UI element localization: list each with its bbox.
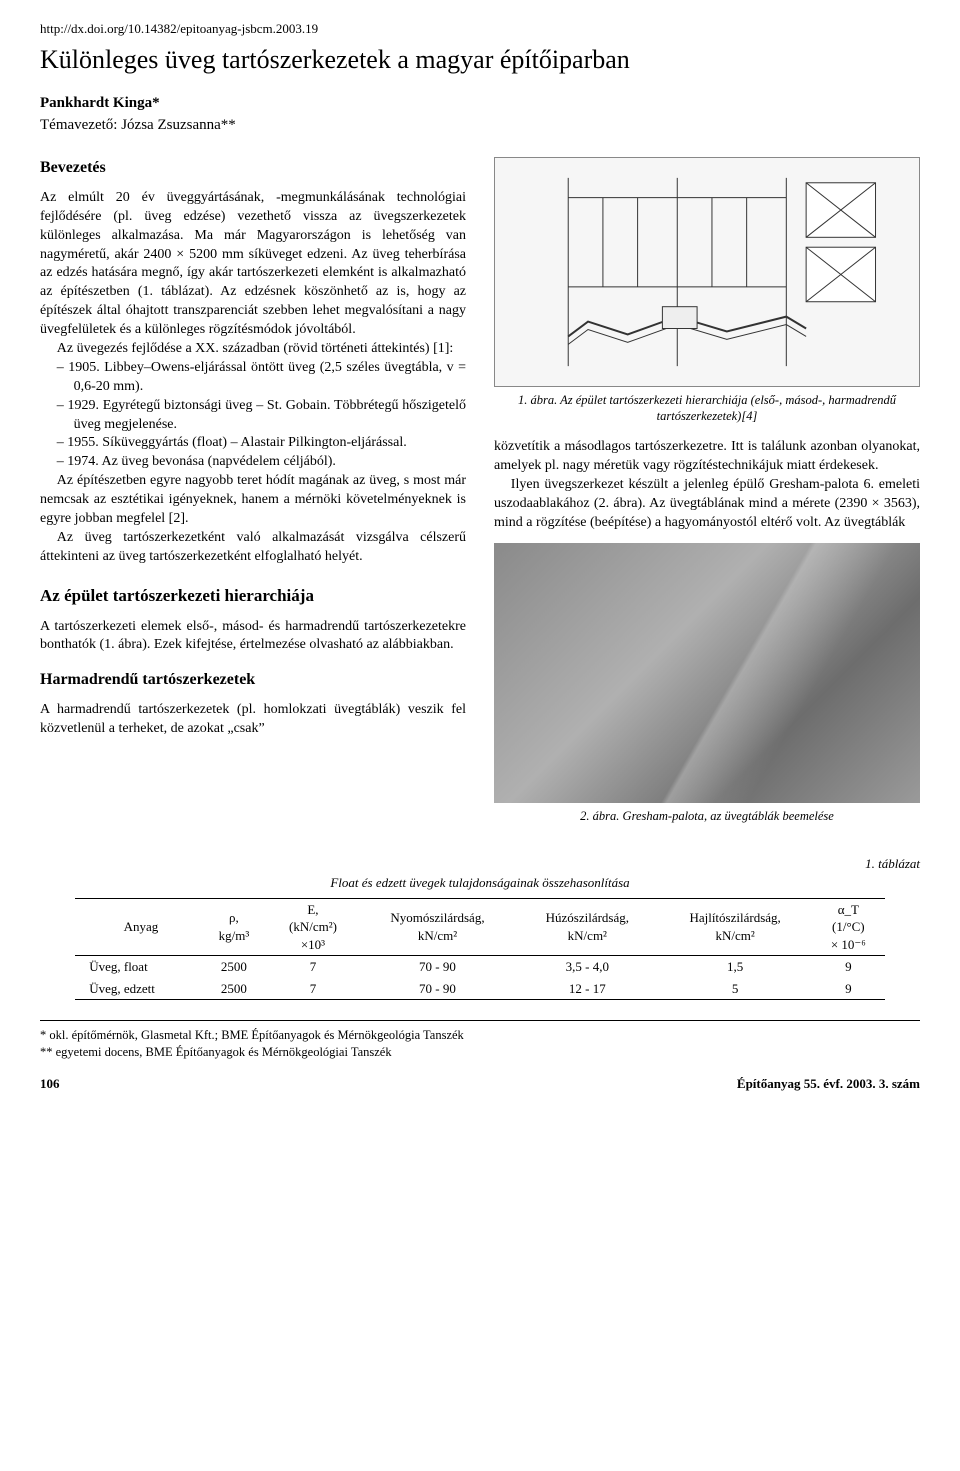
cell: 1,5 [658,956,811,978]
list-item: – 1955. Síküveggyártás (float) – Alastai… [40,434,466,453]
table-row: Üveg, float 2500 7 70 - 90 3,5 - 4,0 1,5… [75,956,885,978]
cell: 5 [658,978,811,1000]
journal-reference: Építőanyag 55. évf. 2003. 3. szám [737,1075,920,1093]
col-head: ρ, [209,909,260,927]
cell: 70 - 90 [359,956,517,978]
footnotes: * okl. építőmérnök, Glasmetal Kft.; BME … [40,1020,920,1061]
advisor-line: Témavezető: Józsa Zsuzsanna** [40,115,920,135]
table-title: Float és edzett üvegek tulajdonságainak … [40,874,920,892]
table-label: 1. táblázat [40,855,920,873]
col-head: (1/°C) [820,918,877,936]
cell: 3,5 - 4,0 [516,956,658,978]
cell: 2500 [201,956,268,978]
cell: 9 [812,956,885,978]
figure-1-caption: 1. ábra. Az épület tartószerkezeti hiera… [494,393,920,424]
paragraph: közvetítik a másodlagos tartószerkezetre… [494,438,920,476]
col-head: ×10³ [275,936,350,954]
section-hierarchy-head: Az épület tartószerkezeti hierarchiája [40,585,466,608]
paragraph: Ilyen üvegszerkezet készült a jelenleg é… [494,476,920,533]
article-title: Különleges üveg tartószerkezetek a magya… [40,44,920,75]
col-head: Húzószilárdság, [524,909,650,927]
col-head: Nyomószilárdság, [367,909,509,927]
paragraph: Az elmúlt 20 év üveggyártásának, -megmun… [40,189,466,340]
table-1-wrap: 1. táblázat Float és edzett üvegek tulaj… [40,855,920,1001]
glass-properties-table: Anyag ρ, kg/m³ E, (kN/cm²) ×10³ Nyomószi… [75,898,885,1001]
paragraph: Az üvegezés fejlődése a XX. században (r… [40,340,466,359]
right-column: 1. ábra. Az épület tartószerkezeti hiera… [494,157,920,838]
left-column: Bevezetés Az elmúlt 20 év üveggyártásána… [40,157,466,838]
cell: 12 - 17 [516,978,658,1000]
figure-2-photo [494,543,920,803]
page-footer: 106 Építőanyag 55. évf. 2003. 3. szám [40,1075,920,1093]
table-row: Üveg, edzett 2500 7 70 - 90 12 - 17 5 9 [75,978,885,1000]
figure-2-caption: 2. ábra. Gresham-palota, az üvegtáblák b… [494,809,920,825]
col-head: kN/cm² [666,927,803,945]
list-item: – 1929. Egyrétegű biztonsági üveg – St. … [40,397,466,435]
col-head: kg/m³ [209,927,260,945]
list-item: – 1974. Az üveg bevonása (napvédelem cél… [40,453,466,472]
list-item: – 1905. Libbey–Owens-eljárással öntött ü… [40,359,466,397]
section-intro-head: Bevezetés [40,157,466,179]
doi-link[interactable]: http://dx.doi.org/10.14382/epitoanyag-js… [40,20,920,38]
paragraph: A harmadrendű tartószerkezetek (pl. homl… [40,701,466,739]
paragraph: A tartószerkezeti elemek első-, másod- é… [40,618,466,656]
author-line: Pankhardt Kinga* [40,93,920,113]
col-head: Anyag [89,918,192,936]
col-head: Hajlítószilárdság, [666,909,803,927]
subsection-head: Harmadrendű tartószerkezetek [40,669,466,691]
structural-hierarchy-diagram [495,158,919,386]
page-number: 106 [40,1075,60,1093]
footnote: * okl. építőmérnök, Glasmetal Kft.; BME … [40,1027,920,1044]
table-header-row: Anyag ρ, kg/m³ E, (kN/cm²) ×10³ Nyomószi… [75,898,885,956]
figure-1 [494,157,920,387]
paragraph: Az építészetben egyre nagyobb teret hódí… [40,472,466,529]
col-head: kN/cm² [524,927,650,945]
cell: 7 [267,956,358,978]
paragraph: Az üveg tartószerkezetként való alkalmaz… [40,529,466,567]
cell: 2500 [201,978,268,1000]
col-head: kN/cm² [367,927,509,945]
cell: 7 [267,978,358,1000]
cell: Üveg, edzett [75,978,200,1000]
two-column-layout: Bevezetés Az elmúlt 20 év üveggyártásána… [40,157,920,838]
cell: 70 - 90 [359,978,517,1000]
col-head: (kN/cm²) [275,918,350,936]
cell: Üveg, float [75,956,200,978]
col-head: α_T [820,901,877,919]
cell: 9 [812,978,885,1000]
footnote: ** egyetemi docens, BME Építőanyagok és … [40,1044,920,1061]
col-head: × 10⁻⁶ [820,936,877,954]
col-head: E, [275,901,350,919]
